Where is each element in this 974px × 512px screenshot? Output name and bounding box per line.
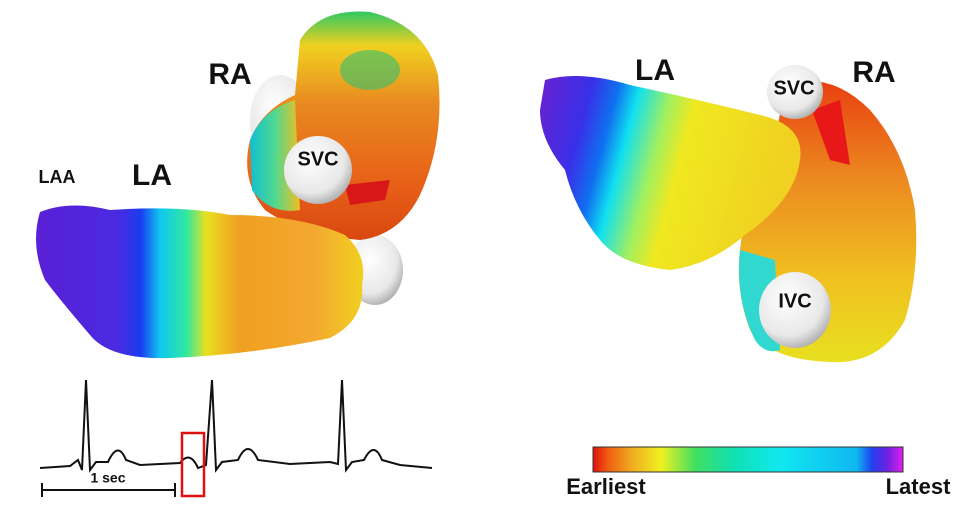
label: SVC bbox=[297, 148, 338, 170]
ecg bbox=[39, 379, 433, 498]
label: RA bbox=[852, 56, 895, 89]
scale-label: 1 sec bbox=[90, 470, 125, 486]
svc-vessel bbox=[767, 65, 823, 119]
scale-min-label: Earliest bbox=[566, 474, 646, 499]
ecg-trace bbox=[39, 379, 433, 473]
label: SVC bbox=[773, 77, 814, 99]
la-surface bbox=[36, 205, 364, 359]
right-map: LA SVC RA IVC bbox=[540, 54, 917, 363]
surface bbox=[345, 180, 390, 205]
label: LA bbox=[132, 159, 172, 192]
label: RA bbox=[208, 58, 251, 91]
svc-vessel bbox=[284, 136, 352, 204]
label: LA bbox=[635, 54, 675, 87]
surface bbox=[340, 50, 400, 90]
surface bbox=[812, 100, 850, 165]
scale-max-label: Latest bbox=[886, 474, 951, 499]
ivc-vessel bbox=[759, 272, 831, 348]
label: LAA bbox=[39, 167, 76, 187]
la-surface bbox=[540, 76, 801, 270]
left-map: RA SVC LAA LA bbox=[36, 11, 440, 359]
color-scale-bar bbox=[592, 446, 904, 473]
highlight-box bbox=[180, 431, 206, 498]
label: IVC bbox=[778, 290, 811, 312]
